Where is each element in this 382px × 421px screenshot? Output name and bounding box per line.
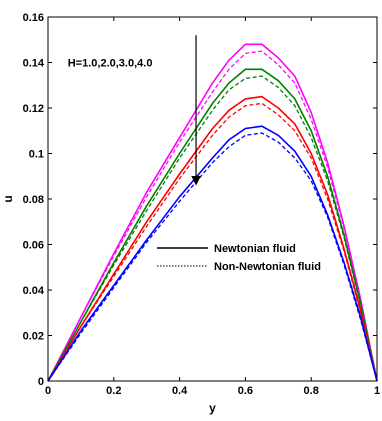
series-line-dashed [47,102,378,382]
series-line-solid [47,68,378,382]
y-tick-label: 0.16 [23,12,44,24]
x-tick-label: 0.8 [304,385,319,397]
series-line-solid [47,125,378,382]
series-line-dashed [47,50,378,382]
legend-label-newtonian: Newtonian fluid [214,243,296,255]
series-line-dashed [47,132,378,382]
x-tick-label: 0.2 [106,385,121,397]
series-line-solid [47,43,378,382]
legend: Newtonian fluid Non-Newtonian fluid [157,243,321,273]
tick-layer: 0 0.2 0.4 0.6 0.8 1 0 0.02 0.04 0.06 0.08 0.1 0.12 0.… [23,12,380,397]
series-line-dashed [47,75,378,382]
y-tick-label: 0.02 [23,331,44,343]
y-tick-label: 0.06 [23,240,44,252]
x-tick-label: 0.6 [238,385,253,397]
series-line-solid [47,95,378,382]
y-tick-label: 0 [38,376,44,388]
series-layer [47,43,378,382]
x-tick-label: 0.4 [172,385,188,397]
y-tick-label: 0.12 [23,103,44,115]
y-tick-label: 0.1 [29,149,44,161]
parameter-annotation: H=1.0,2.0,3.0,4.0 [68,58,153,70]
x-tick-label: 0 [45,385,51,397]
y-axis-label: u [1,195,15,202]
y-tick-label: 0.14 [23,58,45,70]
y-tick-label: 0.04 [23,285,45,297]
y-tick-label: 0.08 [23,194,44,206]
legend-label-non-newtonian: Non-Newtonian fluid [214,261,321,273]
x-axis-label: y [209,401,216,415]
x-tick-label: 1 [374,385,380,397]
